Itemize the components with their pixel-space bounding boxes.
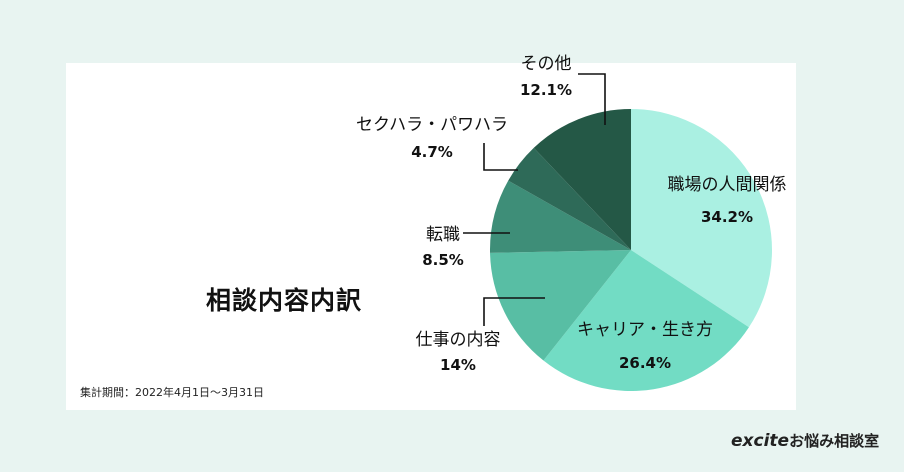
slice-value-label: 8.5% [422, 251, 464, 269]
brand-service-name: お悩み相談室 [789, 432, 880, 450]
slice-label: 職場の人間関係 [668, 175, 787, 195]
slice-label: 仕事の内容 [416, 330, 501, 350]
period-note: 集計期間：2022年4月1日〜3月31日 [80, 386, 264, 399]
slice-value-label: 26.4% [619, 354, 671, 372]
brand-excite-wordmark: excite [731, 431, 790, 451]
slice-value-label: 4.7% [411, 143, 453, 161]
chart-title: 相談内容内訳 [206, 286, 363, 315]
pie-slice [490, 250, 631, 361]
leader-lines [463, 73, 606, 326]
leader-line [578, 73, 606, 125]
leader-line [483, 297, 545, 326]
slice-value-label: 34.2% [701, 208, 753, 226]
leader-line [483, 143, 518, 171]
slice-label: セクハラ・パワハラ [356, 115, 508, 135]
pie-slice [543, 250, 749, 391]
slice-label: 転職 [426, 225, 460, 245]
slice-value-label: 14% [440, 356, 476, 374]
slice-value-label: 12.1% [520, 81, 572, 99]
pie-slice [508, 147, 631, 250]
pie-slice [533, 109, 631, 250]
brand-logo: exciteお悩み相談室 [731, 430, 879, 451]
pie-slice [631, 109, 772, 328]
pie-slice [490, 180, 631, 253]
slice-label: その他 [521, 54, 572, 74]
slice-label: キャリア・生き方 [577, 320, 713, 340]
